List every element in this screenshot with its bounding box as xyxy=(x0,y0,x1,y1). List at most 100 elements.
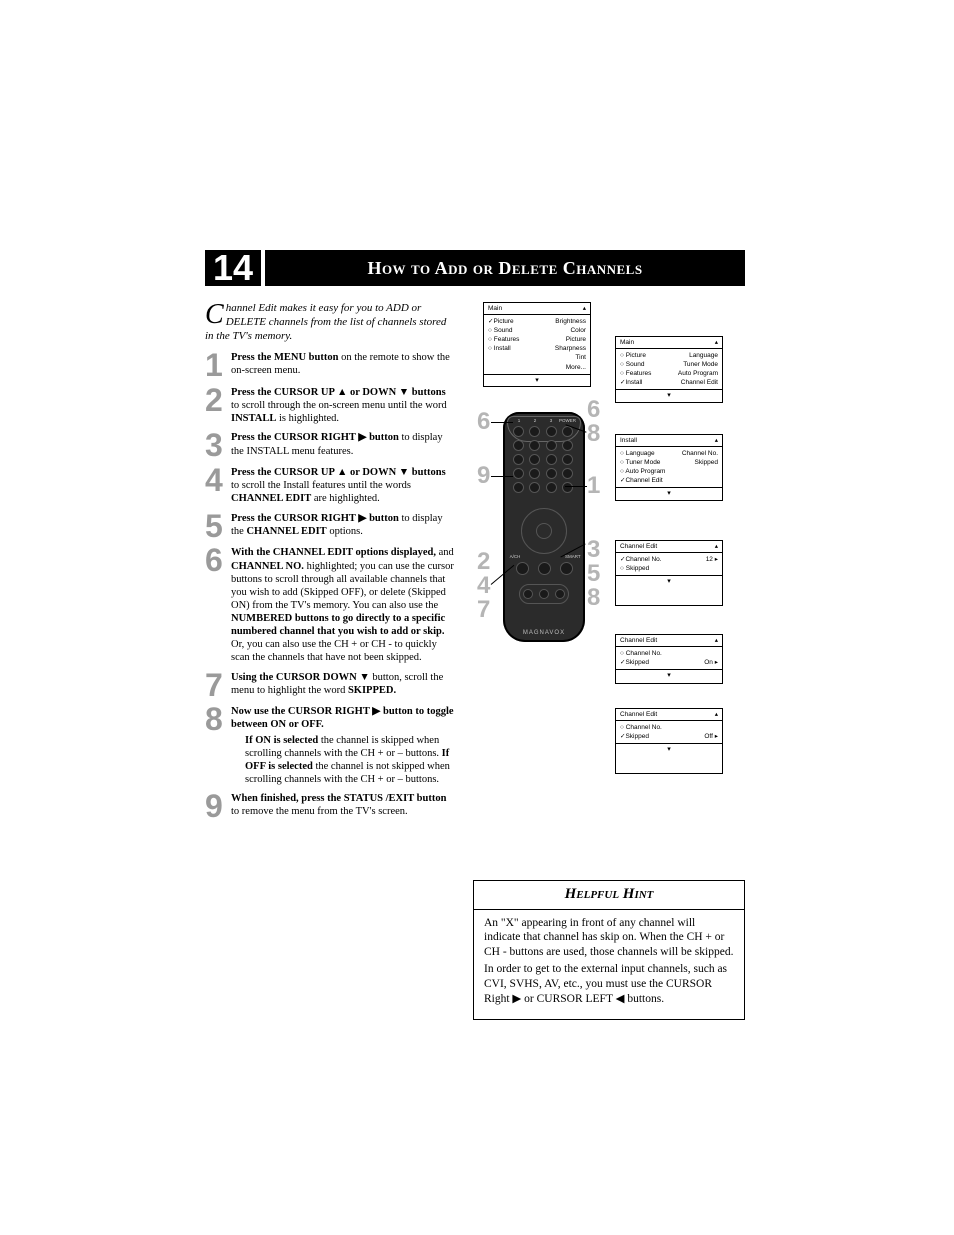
hint-title-row: Helpful Hint xyxy=(474,881,744,910)
helpful-hint-box: Helpful Hint An "X" appearing in front o… xyxy=(473,880,745,1020)
remote-num-btn xyxy=(546,426,557,437)
step: 6With the CHANNEL EDIT options displayed… xyxy=(205,546,455,664)
graphics-area: Main▴✓PictureBrightness○ SoundColor○ Fea… xyxy=(473,302,745,862)
instructions-column: Channel Edit makes it easy for you to AD… xyxy=(205,302,455,1020)
intro-paragraph: Channel Edit makes it easy for you to AD… xyxy=(205,302,455,343)
remote-btn xyxy=(539,589,549,599)
remote-num-btn xyxy=(529,426,540,437)
remote-num-btn xyxy=(562,468,573,479)
osd-channel-edit-1: Channel Edit▴✓Channel No.12 ▸○ Skipped▾ xyxy=(615,540,723,606)
remote-label: A/CH xyxy=(509,554,521,559)
remote-btn xyxy=(538,562,551,575)
remote-num-btn xyxy=(513,482,524,493)
callout-num: 7 xyxy=(477,598,490,622)
remote-num-btn xyxy=(513,454,524,465)
step: 8Now use the CURSOR RIGHT ▶ button to to… xyxy=(205,705,455,786)
remote-num-btn xyxy=(546,454,557,465)
step-number: 5 xyxy=(205,512,231,541)
step-text: Using the CURSOR DOWN ▼ button, scroll t… xyxy=(231,671,455,700)
remote-control: MAGNAVOX 1 2 3 POWER A/CH SMART xyxy=(503,412,585,642)
step-text: When finished, press the STATUS /EXIT bu… xyxy=(231,792,455,821)
remote-num-btn xyxy=(546,468,557,479)
callout-right-1: 1 xyxy=(587,474,600,498)
remote-num-btn xyxy=(529,468,540,479)
remote-label: 3 xyxy=(545,418,557,423)
step: 9When finished, press the STATUS /EXIT b… xyxy=(205,792,455,821)
callout-num: 8 xyxy=(587,422,600,446)
body-columns: Channel Edit makes it easy for you to AD… xyxy=(205,302,745,1020)
step: 2Press the CURSOR UP ▲ or DOWN ▼ buttons… xyxy=(205,386,455,425)
remote-dpad xyxy=(521,508,567,554)
remote-btn xyxy=(523,589,533,599)
remote-btn xyxy=(516,562,529,575)
osd-main-picture: Main▴✓PictureBrightness○ SoundColor○ Fea… xyxy=(483,302,591,387)
remote-label: 1 xyxy=(513,418,525,423)
step-text: Press the CURSOR UP ▲ or DOWN ▼ buttons … xyxy=(231,386,455,425)
remote-btn xyxy=(560,562,573,575)
remote-num-btn xyxy=(562,426,573,437)
remote-mid-row xyxy=(511,562,577,575)
remote-brand: MAGNAVOX xyxy=(503,630,585,636)
osd-channel-edit-on: Channel Edit▴○ Channel No.✓SkippedOn ▸▾ xyxy=(615,634,723,684)
graphics-column: Main▴✓PictureBrightness○ SoundColor○ Fea… xyxy=(473,302,745,1020)
step-text: Now use the CURSOR RIGHT ▶ button to tog… xyxy=(231,705,455,786)
callout-left-col: 2 4 7 xyxy=(477,550,490,622)
leader-line xyxy=(491,476,513,477)
step: 5Press the CURSOR RIGHT ▶ button to disp… xyxy=(205,512,455,541)
callout-left-9: 9 xyxy=(477,464,490,488)
remote-num-btn xyxy=(529,440,540,451)
remote-numpad xyxy=(513,426,575,493)
remote-label: SMART xyxy=(565,554,577,559)
osd-main-install: Main▴○ PictureLanguage○ SoundTuner Mode○… xyxy=(615,336,723,403)
hint-title: Helpful Hint xyxy=(484,885,734,905)
step-text: With the CHANNEL EDIT options displayed,… xyxy=(231,546,455,664)
remote-num-btn xyxy=(546,482,557,493)
step: 4Press the CURSOR UP ▲ or DOWN ▼ buttons… xyxy=(205,466,455,505)
remote-num-btn xyxy=(529,482,540,493)
step: 1Press the MENU button on the remote to … xyxy=(205,351,455,380)
step-text: Press the CURSOR RIGHT ▶ button to displ… xyxy=(231,512,455,541)
remote-btn xyxy=(555,589,565,599)
remote-num-btn xyxy=(562,454,573,465)
step-number: 1 xyxy=(205,351,231,380)
callout-right-col-2: 3 5 8 xyxy=(587,538,600,610)
intro-dropcap: C xyxy=(205,302,226,327)
step-number: 3 xyxy=(205,431,231,460)
remote-label: POWER xyxy=(559,418,575,423)
step-number: 2 xyxy=(205,386,231,425)
step-text: Press the CURSOR UP ▲ or DOWN ▼ buttons … xyxy=(231,466,455,505)
step: 7Using the CURSOR DOWN ▼ button, scroll … xyxy=(205,671,455,700)
intro-text: hannel Edit makes it easy for you to ADD… xyxy=(205,302,446,342)
step: 3Press the CURSOR RIGHT ▶ button to disp… xyxy=(205,431,455,460)
callout-num: 5 xyxy=(587,562,600,586)
step-number: 8 xyxy=(205,705,231,786)
step-number: 6 xyxy=(205,546,231,664)
callout-num: 6 xyxy=(587,398,600,422)
callout-num: 3 xyxy=(587,538,600,562)
page-number: 14 xyxy=(205,250,261,286)
remote-num-btn xyxy=(562,482,573,493)
page-title: How to Add or Delete Channels xyxy=(265,250,745,286)
callout-num: 8 xyxy=(587,586,600,610)
remote-num-btn xyxy=(562,440,573,451)
manual-page: 14 How to Add or Delete Channels Channel… xyxy=(205,250,745,1020)
hint-body: An "X" appearing in front of any channel… xyxy=(484,916,734,1008)
remote-num-btn xyxy=(513,468,524,479)
callout-left-6: 6 xyxy=(477,410,490,434)
step-text: Press the MENU button on the remote to s… xyxy=(231,351,455,380)
remote-num-btn xyxy=(513,426,524,437)
remote-bottom-oval xyxy=(519,584,569,604)
leader-line xyxy=(491,422,513,423)
header-row: 14 How to Add or Delete Channels xyxy=(205,250,745,286)
osd-channel-edit-off: Channel Edit▴○ Channel No.✓SkippedOff ▸▾ xyxy=(615,708,723,774)
step-number: 7 xyxy=(205,671,231,700)
step-subtext: If ON is selected the channel is skipped… xyxy=(245,734,455,787)
steps-list: 1Press the MENU button on the remote to … xyxy=(205,351,455,821)
leader-line xyxy=(565,486,587,487)
step-text: Press the CURSOR RIGHT ▶ button to displ… xyxy=(231,431,455,460)
callout-right-col-1: 6 8 xyxy=(587,398,600,446)
remote-num-btn xyxy=(513,440,524,451)
remote-num-btn xyxy=(546,440,557,451)
osd-install: Install▴○ LanguageChannel No.○ Tuner Mod… xyxy=(615,434,723,501)
step-number: 9 xyxy=(205,792,231,821)
